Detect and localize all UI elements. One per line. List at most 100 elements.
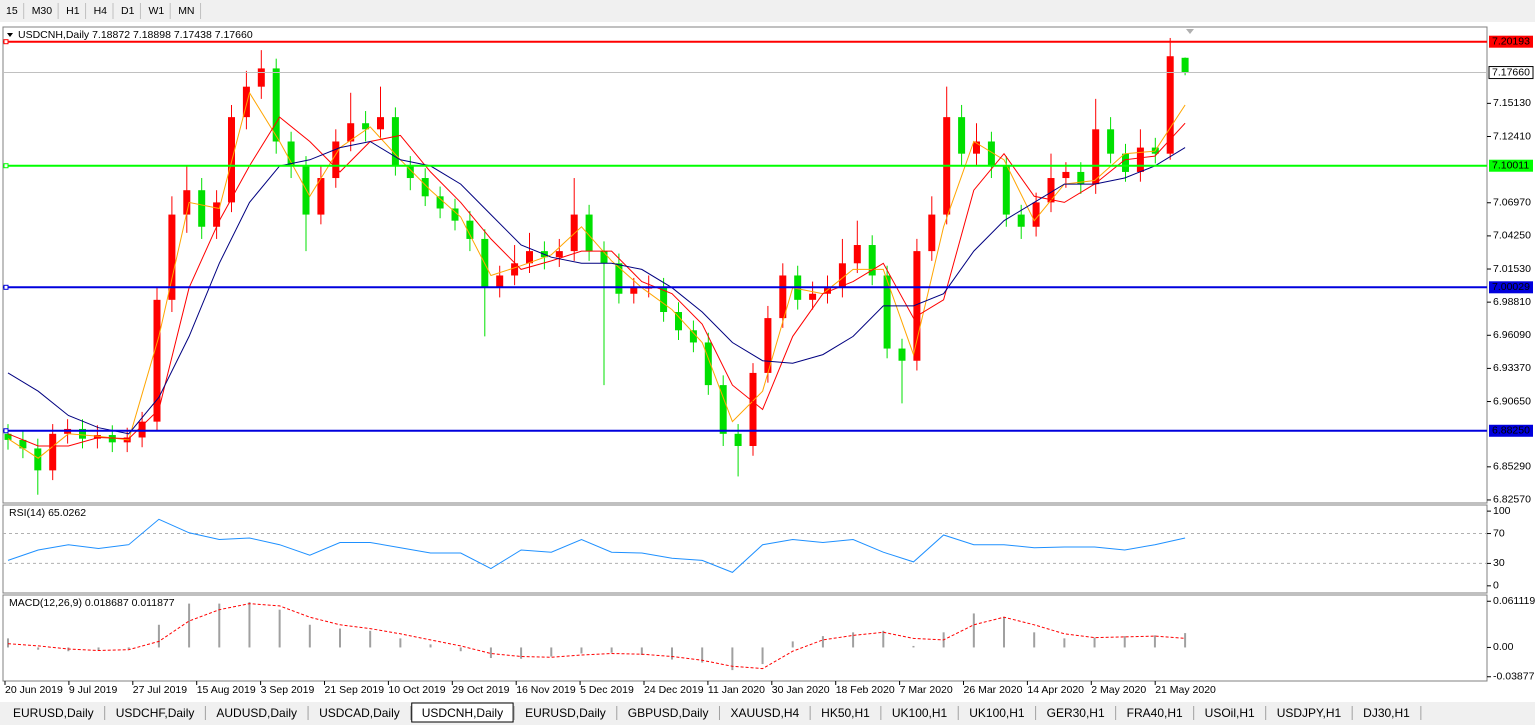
tab-label[interactable]: GER30,H1 <box>1047 706 1105 720</box>
toolbar <box>0 0 1535 22</box>
tab[interactable] <box>309 705 410 721</box>
tab-label[interactable]: HK50,H1 <box>821 706 870 720</box>
tab[interactable] <box>1116 705 1193 721</box>
candle-body <box>4 433 12 440</box>
candle-body <box>600 251 608 264</box>
timeframe-button[interactable]: 15 <box>6 5 18 17</box>
tab-label[interactable]: USDCAD,Daily <box>319 706 400 720</box>
candle-body <box>436 196 444 209</box>
candle-body <box>228 117 235 203</box>
candle-body <box>168 214 176 300</box>
candle-body <box>391 117 399 166</box>
candle-body <box>198 190 206 227</box>
candle-body <box>183 190 191 215</box>
tab[interactable] <box>720 705 810 721</box>
level-label: 7.00029 <box>1492 281 1530 293</box>
timeframe-button[interactable]: D1 <box>121 5 135 17</box>
x-tick-label: 5 Dec 2019 <box>580 684 634 696</box>
tab[interactable] <box>515 705 616 721</box>
moving-average <box>7 91 1186 459</box>
panel-menu[interactable] <box>7 33 13 37</box>
candle-body <box>660 287 668 313</box>
tab-label[interactable]: USOil,H1 <box>1205 706 1255 720</box>
candle-body <box>257 68 265 87</box>
candle-body <box>108 435 116 443</box>
x-tick-label: 24 Dec 2019 <box>644 684 704 696</box>
y-tick-label: 6.93370 <box>1493 362 1531 374</box>
timeframe-button[interactable]: MN <box>178 5 194 17</box>
tab-label[interactable]: DJ30,H1 <box>1363 706 1410 720</box>
y-tick-label: 0.061119 <box>1493 595 1535 607</box>
candle-body <box>138 421 146 438</box>
tab-label[interactable]: UK100,H1 <box>892 706 948 720</box>
x-tick-label: 7 Mar 2020 <box>900 684 953 696</box>
candle-body <box>153 299 161 422</box>
tab[interactable] <box>1036 705 1115 721</box>
tab-label[interactable]: USDCNH,Daily <box>422 706 503 720</box>
candle-body <box>689 330 697 343</box>
candle-body <box>898 348 906 361</box>
y-tick-label: 6.90650 <box>1493 395 1531 407</box>
timeframe-button[interactable]: M30 <box>32 5 53 17</box>
x-tick-label: 16 Nov 2019 <box>516 684 576 696</box>
tab[interactable] <box>1194 705 1265 721</box>
tab[interactable] <box>617 705 719 721</box>
y-tick-label: 70 <box>1493 527 1505 539</box>
y-tick-label: 6.98810 <box>1493 296 1531 308</box>
tab[interactable] <box>411 702 514 723</box>
tab-label[interactable]: GBPUSD,Daily <box>628 706 709 720</box>
candle-body <box>928 214 936 252</box>
macd-panel <box>2 594 1488 682</box>
tab-label[interactable]: EURUSD,Daily <box>13 706 94 720</box>
timeframe-button[interactable]: H4 <box>94 5 108 17</box>
y-tick-label: 0.00 <box>1493 641 1514 653</box>
y-tick-label: 7.06970 <box>1493 197 1531 209</box>
tab[interactable] <box>3 705 104 721</box>
candle-body <box>1032 202 1040 227</box>
tab-label[interactable]: USDCHF,Daily <box>116 706 195 720</box>
candle-body <box>555 251 563 258</box>
tab-label[interactable]: UK100,H1 <box>969 706 1025 720</box>
candle-body <box>93 435 101 439</box>
y-tick-label: 6.82570 <box>1493 494 1531 506</box>
tab[interactable] <box>1266 705 1352 721</box>
x-tick-label: 21 Sep 2019 <box>325 684 385 696</box>
x-tick-label: 20 Jun 2019 <box>5 684 63 696</box>
candle-body <box>704 342 712 386</box>
tab-label[interactable]: EURUSD,Daily <box>525 706 606 720</box>
candle-body <box>1002 165 1010 215</box>
tab-label[interactable]: USDJPY,H1 <box>1277 706 1342 720</box>
tab[interactable] <box>1353 705 1420 721</box>
tab[interactable] <box>811 705 880 721</box>
timeframe-button[interactable]: H1 <box>66 5 80 17</box>
tab[interactable] <box>105 705 205 721</box>
panel-title: MACD(12,26,9) 0.018687 0.011877 <box>9 597 175 609</box>
candle-body <box>362 123 370 130</box>
x-tick-label: 26 Mar 2020 <box>964 684 1023 696</box>
y-tick-label: 6.85290 <box>1493 461 1531 473</box>
tab[interactable] <box>881 705 958 721</box>
candle-body <box>451 208 459 221</box>
tab[interactable] <box>206 705 308 721</box>
level-label-box <box>1489 35 1533 48</box>
signal-line <box>7 603 1186 670</box>
candle-body <box>764 318 772 373</box>
y-tick-label: -0.038777 <box>1493 671 1535 683</box>
candle-body <box>49 433 57 471</box>
x-tick-label: 15 Aug 2019 <box>197 684 256 696</box>
candle-body <box>630 287 638 294</box>
shift-marker <box>1186 29 1194 34</box>
candle-body <box>824 287 831 294</box>
tab-label[interactable]: AUDUSD,Daily <box>216 706 297 720</box>
candle-body <box>883 275 891 349</box>
tab-label[interactable]: FRA40,H1 <box>1127 706 1183 720</box>
candle-body <box>973 141 980 154</box>
timeframe-button[interactable]: W1 <box>148 5 164 17</box>
candle-body <box>1107 129 1115 154</box>
tab-label[interactable]: XAUUSD,H4 <box>730 706 799 720</box>
tab[interactable] <box>959 705 1035 721</box>
x-tick-label: 18 Feb 2020 <box>836 684 895 696</box>
candle-body <box>272 68 280 142</box>
candle-body <box>347 123 355 142</box>
